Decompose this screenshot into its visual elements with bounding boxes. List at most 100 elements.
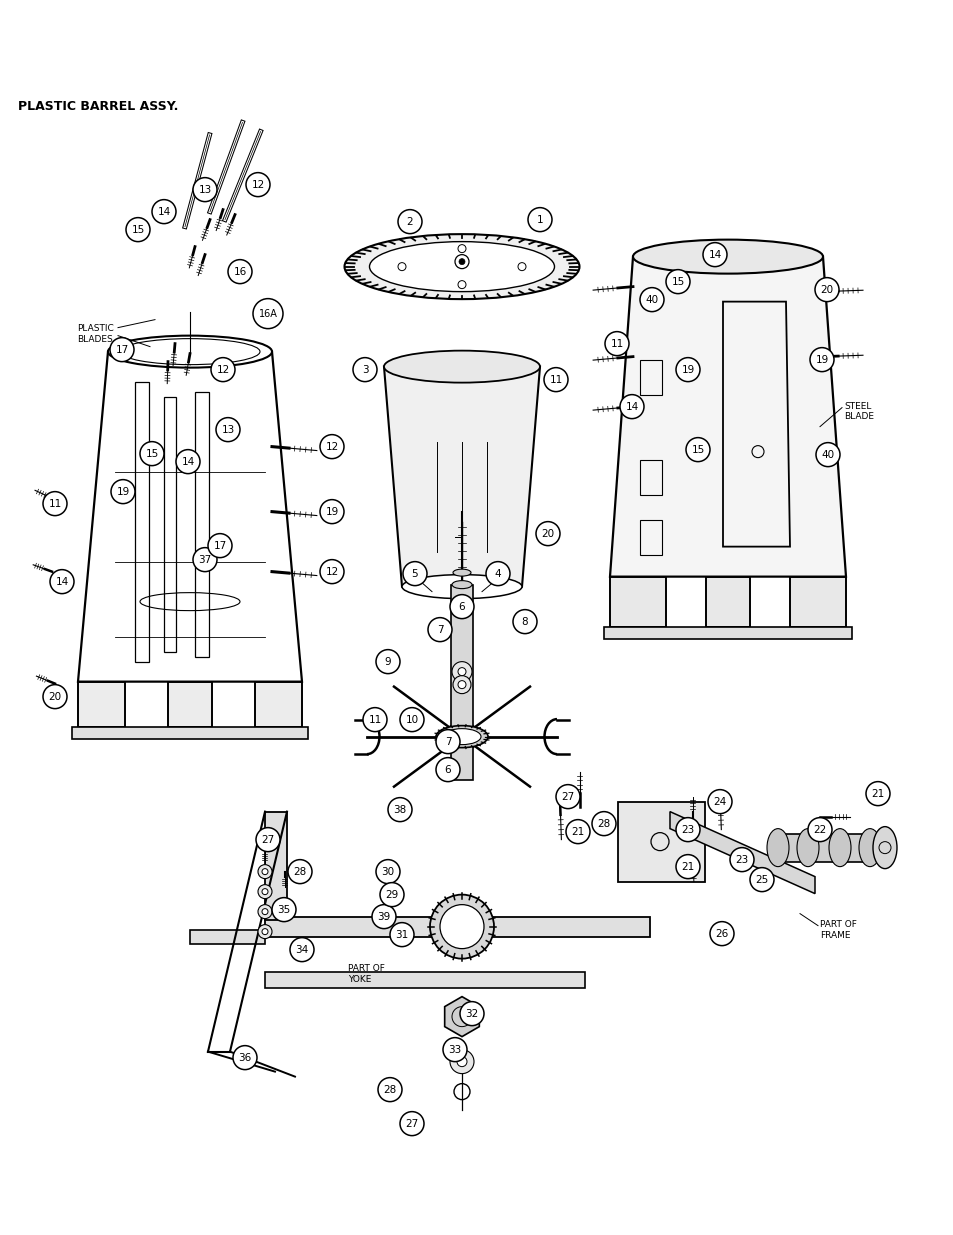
Circle shape: [50, 569, 74, 594]
Polygon shape: [618, 802, 704, 882]
Circle shape: [262, 889, 268, 894]
Text: PAGE 36 —MC94P/S  CONCRETE MIXERS — OPERATION AND PARTS MANUAL — REV. #9 (09/15/: PAGE 36 —MC94P/S CONCRETE MIXERS — OPERA…: [137, 1198, 816, 1210]
Circle shape: [442, 1037, 467, 1062]
Text: 19: 19: [680, 364, 694, 374]
Text: 40: 40: [645, 295, 658, 305]
Circle shape: [262, 868, 268, 874]
Circle shape: [450, 594, 474, 619]
Circle shape: [175, 450, 200, 474]
Circle shape: [208, 534, 232, 558]
Bar: [265, 972, 584, 988]
Circle shape: [809, 347, 833, 372]
Circle shape: [228, 259, 252, 284]
Circle shape: [140, 442, 164, 466]
Ellipse shape: [766, 829, 788, 867]
Text: 20: 20: [541, 529, 554, 538]
Circle shape: [665, 269, 689, 294]
Circle shape: [257, 925, 272, 939]
Circle shape: [257, 904, 272, 919]
Text: 21: 21: [680, 862, 694, 872]
Circle shape: [353, 358, 376, 382]
Text: 15: 15: [145, 448, 158, 458]
Text: 36: 36: [238, 1052, 252, 1062]
Text: 23: 23: [735, 855, 748, 864]
Ellipse shape: [828, 829, 850, 867]
Text: 11: 11: [368, 715, 381, 725]
Text: 38: 38: [393, 805, 406, 815]
Text: 28: 28: [383, 1084, 396, 1094]
Text: 11: 11: [610, 338, 623, 348]
Circle shape: [452, 662, 472, 682]
Bar: [190, 930, 265, 944]
Circle shape: [458, 258, 464, 264]
Text: 6: 6: [458, 601, 465, 611]
Text: STEEL
BLADE: STEEL BLADE: [843, 401, 873, 421]
Circle shape: [565, 820, 589, 844]
Circle shape: [592, 811, 616, 836]
Circle shape: [450, 1050, 474, 1073]
Text: 10: 10: [405, 715, 418, 725]
Text: 34: 34: [295, 945, 309, 955]
Circle shape: [536, 521, 559, 546]
Polygon shape: [609, 257, 845, 577]
Circle shape: [459, 1002, 483, 1025]
Text: 25: 25: [755, 874, 768, 884]
Ellipse shape: [344, 235, 578, 299]
Circle shape: [676, 855, 700, 878]
Bar: [639, 520, 661, 555]
Polygon shape: [78, 682, 125, 726]
Text: 32: 32: [465, 1009, 478, 1019]
Ellipse shape: [633, 240, 822, 274]
Text: 24: 24: [713, 797, 726, 806]
Circle shape: [556, 784, 579, 809]
Text: 21: 21: [870, 789, 883, 799]
Text: 7: 7: [444, 736, 451, 747]
Text: 28: 28: [597, 819, 610, 829]
Text: 22: 22: [813, 825, 825, 835]
Text: 19: 19: [325, 506, 338, 516]
Text: 23: 23: [680, 825, 694, 835]
Circle shape: [319, 435, 344, 458]
Circle shape: [639, 288, 663, 311]
Text: 28: 28: [294, 867, 306, 877]
Bar: [639, 459, 661, 495]
Polygon shape: [384, 367, 539, 587]
Circle shape: [729, 847, 753, 872]
Text: 14: 14: [55, 577, 69, 587]
Circle shape: [485, 562, 510, 585]
Text: 2: 2: [406, 216, 413, 227]
Circle shape: [319, 500, 344, 524]
Text: 14: 14: [181, 457, 194, 467]
Circle shape: [262, 909, 268, 915]
Bar: [265, 916, 649, 936]
Bar: [265, 811, 287, 920]
Circle shape: [702, 242, 726, 267]
Text: 14: 14: [708, 249, 720, 259]
Circle shape: [319, 559, 344, 584]
Circle shape: [257, 864, 272, 878]
Ellipse shape: [858, 829, 880, 867]
Circle shape: [709, 921, 733, 946]
Circle shape: [363, 708, 387, 731]
Circle shape: [527, 207, 552, 232]
Text: 19: 19: [116, 487, 130, 496]
Polygon shape: [168, 682, 212, 726]
Circle shape: [375, 860, 399, 883]
Circle shape: [257, 884, 272, 899]
Ellipse shape: [453, 569, 471, 577]
Text: 37: 37: [198, 555, 212, 564]
Text: 33: 33: [448, 1045, 461, 1055]
Text: 9: 9: [384, 657, 391, 667]
Text: 1: 1: [537, 215, 543, 225]
Bar: [451, 584, 473, 779]
Circle shape: [233, 1046, 256, 1070]
Circle shape: [290, 937, 314, 962]
Text: 20: 20: [820, 284, 833, 295]
Bar: [135, 382, 149, 662]
Circle shape: [399, 708, 423, 731]
Circle shape: [211, 358, 234, 382]
Text: 12: 12: [251, 179, 264, 190]
Bar: [789, 577, 845, 626]
Ellipse shape: [442, 729, 480, 745]
Ellipse shape: [436, 726, 488, 747]
